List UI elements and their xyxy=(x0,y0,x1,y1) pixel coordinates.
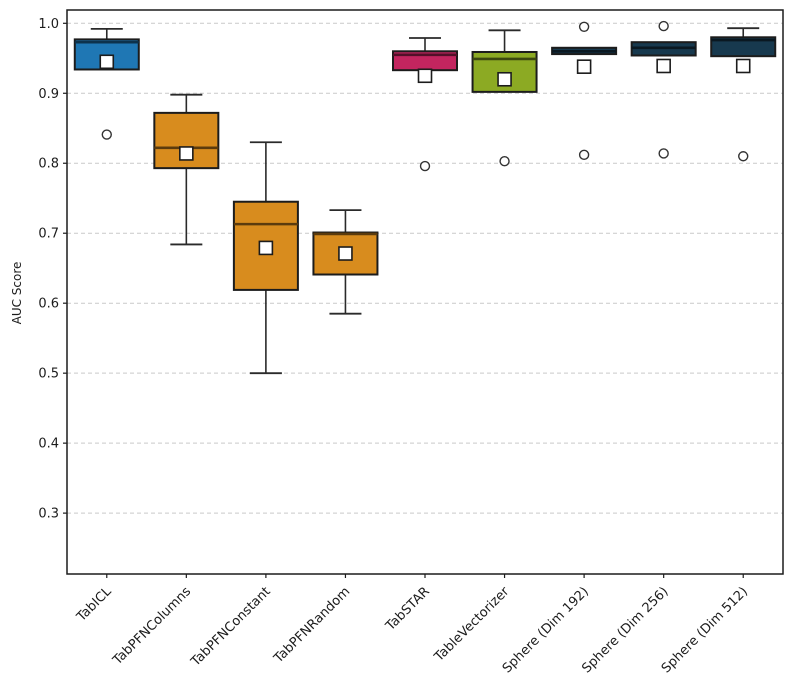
x-tick-label: Sphere (Dim 512) xyxy=(659,584,751,676)
mean-marker xyxy=(99,54,115,70)
y-tick-label: 0.7 xyxy=(38,227,59,242)
mean-marker xyxy=(179,146,194,161)
outlier-point xyxy=(101,129,112,140)
y-tick-label: 0.6 xyxy=(38,297,59,312)
x-tick-label: TabPFNRandom xyxy=(271,584,354,667)
x-tick-label: TabPFNColumns xyxy=(110,584,195,669)
y-axis-label: AUC Score xyxy=(10,262,24,325)
outlier-point xyxy=(738,151,749,162)
mean-marker xyxy=(576,59,592,74)
x-tick-label: TabSTAR xyxy=(383,584,433,634)
x-tick-label: TableVectorizer xyxy=(431,584,513,666)
outlier-point xyxy=(499,155,510,167)
y-tick-label: 0.9 xyxy=(38,87,59,102)
y-tick-label: 0.4 xyxy=(38,437,59,452)
outlier-point xyxy=(658,148,669,159)
mean-marker xyxy=(735,58,751,74)
mean-marker xyxy=(417,68,433,84)
x-tick-label: TabPFNConstant xyxy=(188,584,274,670)
x-tick-label: Sphere (Dim 192) xyxy=(500,584,592,676)
y-tick-label: 0.3 xyxy=(38,507,59,522)
outlier-point xyxy=(658,20,669,32)
outlier-point xyxy=(578,21,590,32)
y-tick-label: 0.5 xyxy=(38,367,59,382)
x-tick-label: TabICL xyxy=(73,584,115,626)
boxplot-box xyxy=(710,36,777,58)
y-tick-label: 1.0 xyxy=(38,17,59,32)
y-tick-label: 0.8 xyxy=(38,157,59,172)
mean-marker xyxy=(497,71,512,87)
mean-marker xyxy=(656,58,671,74)
mean-marker xyxy=(258,240,274,256)
x-tick-label: Sphere (Dim 256) xyxy=(579,584,671,676)
outlier-point xyxy=(419,160,431,172)
outlier-point xyxy=(578,149,590,161)
mean-marker xyxy=(338,246,353,261)
